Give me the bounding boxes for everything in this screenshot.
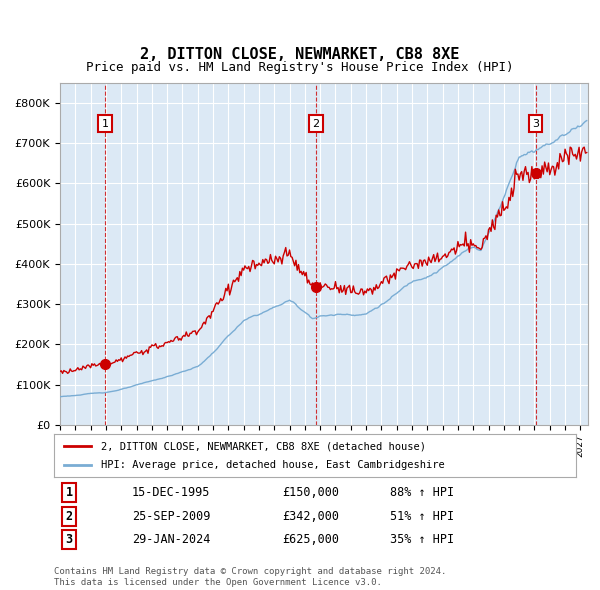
Text: 3: 3 <box>532 119 539 129</box>
Text: HPI: Average price, detached house, East Cambridgeshire: HPI: Average price, detached house, East… <box>101 460 445 470</box>
Text: 35% ↑ HPI: 35% ↑ HPI <box>390 533 454 546</box>
Text: 1: 1 <box>102 119 109 129</box>
Text: 2, DITTON CLOSE, NEWMARKET, CB8 8XE (detached house): 2, DITTON CLOSE, NEWMARKET, CB8 8XE (det… <box>101 441 426 451</box>
Text: 88% ↑ HPI: 88% ↑ HPI <box>390 486 454 499</box>
Text: 51% ↑ HPI: 51% ↑ HPI <box>390 510 454 523</box>
Text: £625,000: £625,000 <box>282 533 339 546</box>
Text: 1: 1 <box>65 486 73 499</box>
Text: 25-SEP-2009: 25-SEP-2009 <box>132 510 211 523</box>
Text: Price paid vs. HM Land Registry's House Price Index (HPI): Price paid vs. HM Land Registry's House … <box>86 61 514 74</box>
Text: 29-JAN-2024: 29-JAN-2024 <box>132 533 211 546</box>
Text: 2, DITTON CLOSE, NEWMARKET, CB8 8XE: 2, DITTON CLOSE, NEWMARKET, CB8 8XE <box>140 47 460 62</box>
Text: 3: 3 <box>65 533 73 546</box>
Text: 2: 2 <box>313 119 320 129</box>
Text: £150,000: £150,000 <box>282 486 339 499</box>
Text: 2: 2 <box>65 510 73 523</box>
Text: Contains HM Land Registry data © Crown copyright and database right 2024.
This d: Contains HM Land Registry data © Crown c… <box>54 568 446 586</box>
Text: 15-DEC-1995: 15-DEC-1995 <box>132 486 211 499</box>
Text: £342,000: £342,000 <box>282 510 339 523</box>
